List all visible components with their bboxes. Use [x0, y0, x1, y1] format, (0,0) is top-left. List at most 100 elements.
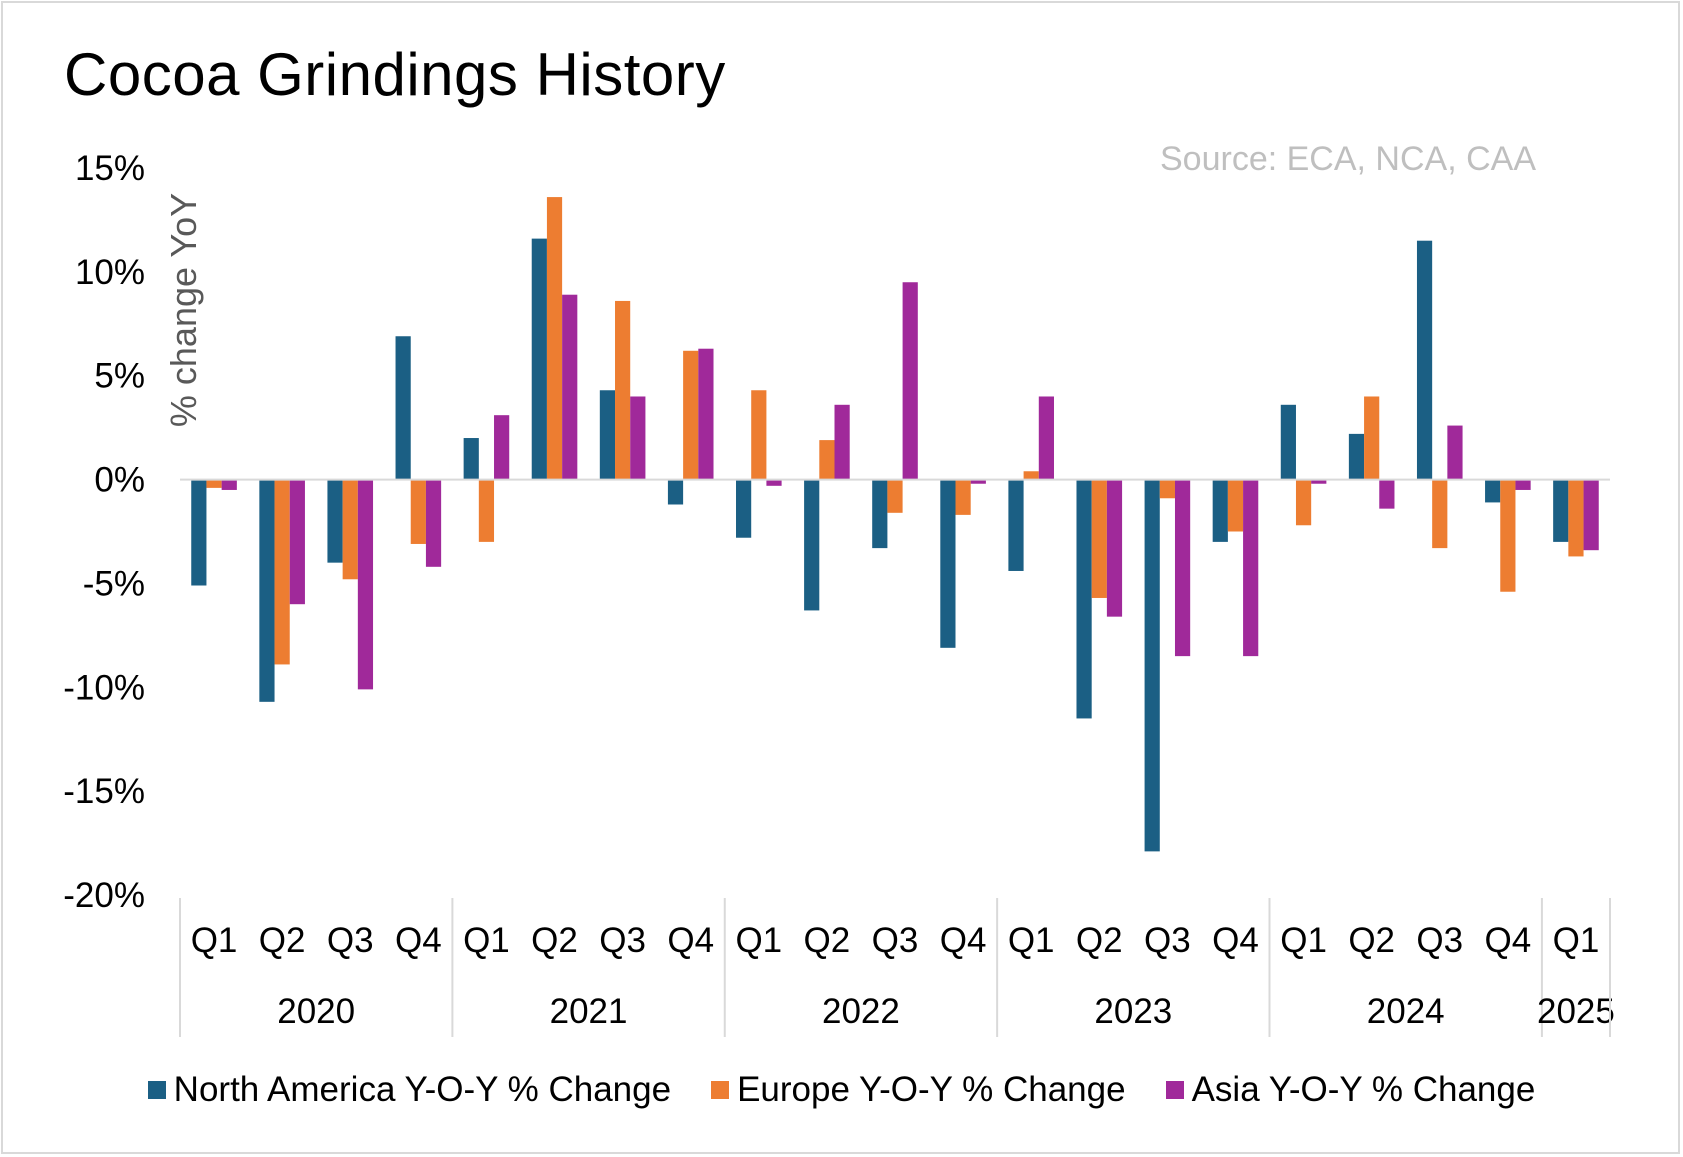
quarter-label: Q2 — [1076, 921, 1123, 960]
year-label: 2020 — [277, 992, 355, 1031]
bar — [425, 479, 442, 567]
bar — [834, 404, 850, 480]
quarter-label: Q1 — [463, 921, 510, 960]
y-tick-label: -15% — [63, 772, 145, 811]
bar — [1295, 479, 1312, 526]
bar — [751, 390, 767, 480]
y-tick-label: 0% — [94, 461, 145, 500]
bar — [1038, 396, 1054, 480]
bar — [819, 440, 835, 480]
y-tick-label: -10% — [63, 668, 145, 707]
quarter-label: Q1 — [1280, 921, 1327, 960]
bar — [463, 438, 479, 480]
bar — [1553, 479, 1569, 542]
bar — [1447, 425, 1463, 480]
bar — [902, 282, 918, 480]
year-label: 2022 — [822, 992, 900, 1031]
bar — [395, 336, 411, 480]
bar — [327, 479, 343, 563]
bar — [698, 348, 714, 480]
quarter-label: Q2 — [531, 921, 578, 960]
bar — [1212, 479, 1228, 542]
bar — [259, 479, 275, 702]
y-tick-label: 15% — [75, 149, 145, 188]
quarter-label: Q4 — [1485, 921, 1532, 960]
quarter-label: Q1 — [1008, 921, 1055, 960]
legend-item-asia: Asia Y-O-Y % Change — [1165, 1070, 1536, 1110]
bar — [1416, 240, 1433, 480]
legend-item-north-america: North America Y-O-Y % Change — [147, 1070, 672, 1110]
y-tick-label: -5% — [83, 564, 145, 603]
quarter-label: Q1 — [191, 921, 238, 960]
quarter-label: Q2 — [259, 921, 306, 960]
legend-label-asia: Asia Y-O-Y % Change — [1191, 1070, 1536, 1109]
bar — [1076, 479, 1092, 719]
source-note: Source: ECA, NCA, CAA — [1160, 140, 1537, 178]
bar — [1432, 479, 1448, 549]
quarter-label: Q4 — [395, 921, 442, 960]
legend-label-europe: Europe Y-O-Y % Change — [737, 1070, 1126, 1109]
year-label: 2023 — [1094, 992, 1172, 1031]
quarter-label: Q4 — [667, 921, 714, 960]
legend-item-europe: Europe Y-O-Y % Change — [711, 1070, 1126, 1110]
bar — [562, 294, 578, 480]
bar — [342, 479, 358, 580]
quarter-label: Q1 — [1553, 921, 1600, 960]
y-tick-label: 5% — [94, 357, 145, 396]
bar — [274, 479, 290, 665]
bar — [1023, 471, 1039, 480]
bar — [1568, 479, 1584, 557]
legend-swatch-north-america — [147, 1081, 166, 1099]
y-tick-label: -20% — [63, 876, 145, 915]
quarter-label: Q3 — [1144, 921, 1191, 960]
bar — [191, 479, 207, 586]
year-label: 2025 — [1537, 992, 1615, 1031]
bar — [599, 390, 616, 480]
quarter-label: Q3 — [1416, 921, 1463, 960]
bar — [1485, 479, 1501, 503]
bar — [683, 350, 699, 480]
bar — [478, 479, 495, 542]
legend: North America Y-O-Y % Change Europe Y-O-… — [0, 1070, 1683, 1110]
chart-title: Cocoa Grindings History — [64, 41, 726, 108]
bar — [1091, 479, 1107, 598]
bar — [1500, 479, 1516, 592]
legend-label-north-america: North America Y-O-Y % Change — [173, 1070, 672, 1109]
quarter-label: Q3 — [599, 921, 646, 960]
bar — [1174, 479, 1191, 657]
bar — [940, 479, 956, 648]
bar — [410, 479, 426, 544]
bar — [630, 396, 646, 480]
bar — [872, 479, 888, 549]
bar — [289, 479, 305, 605]
legend-swatch-europe — [711, 1081, 730, 1099]
bar — [1379, 479, 1395, 509]
quarter-label: Q2 — [804, 921, 851, 960]
bar — [804, 479, 820, 611]
bar — [667, 479, 684, 505]
quarter-label: Q1 — [735, 921, 782, 960]
quarter-label: Q4 — [940, 921, 987, 960]
bar — [221, 479, 237, 490]
bar — [1583, 479, 1599, 551]
bar — [1159, 479, 1175, 499]
bar — [1311, 479, 1327, 484]
bar — [955, 479, 971, 515]
quarter-label: Q4 — [1212, 921, 1259, 960]
bar — [1144, 479, 1160, 852]
bar — [1106, 479, 1123, 617]
bar — [1227, 479, 1244, 532]
bar — [546, 197, 563, 480]
bar — [1348, 433, 1365, 480]
bar — [494, 415, 510, 480]
bar — [1008, 479, 1024, 571]
quarter-label: Q3 — [872, 921, 919, 960]
bar — [206, 479, 222, 488]
quarter-label: Q2 — [1348, 921, 1395, 960]
bar — [766, 479, 782, 486]
bar — [970, 479, 986, 484]
bar — [357, 479, 374, 690]
y-tick-label: 10% — [75, 253, 145, 292]
bar — [1280, 404, 1296, 480]
